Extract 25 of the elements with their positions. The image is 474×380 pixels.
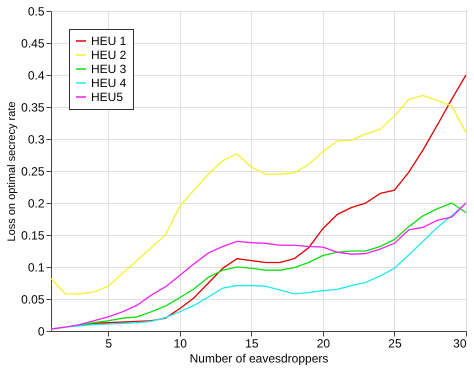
x-tick-label: 25 xyxy=(388,336,402,350)
y-tick-label: 0.5 xyxy=(28,4,45,18)
y-tick-label: 0.15 xyxy=(21,228,45,242)
y-axis-title: Loss on optimal secrecy rate xyxy=(6,101,18,242)
x-tick-label: 30 xyxy=(453,336,467,350)
line-series xyxy=(50,94,467,295)
legend-label: HEU5 xyxy=(91,90,124,104)
y-tick-label: 0.45 xyxy=(21,36,45,50)
legend-label: HEU 4 xyxy=(91,76,127,90)
x-tick-label: 10 xyxy=(174,336,188,350)
y-tick-label: 0.25 xyxy=(21,164,45,178)
x-tick-label: 15 xyxy=(245,336,259,350)
y-tick-label: 0.2 xyxy=(28,196,45,210)
y-tick-label: 0.35 xyxy=(21,100,45,114)
y-tick-label: 0.4 xyxy=(28,68,45,82)
y-tick-label: 0 xyxy=(38,324,45,338)
legend-label: HEU 1 xyxy=(91,34,127,48)
legend-label: HEU 3 xyxy=(91,62,127,76)
y-tick-label: 0.1 xyxy=(28,260,45,274)
x-tick-label: 5 xyxy=(105,336,112,350)
x-tick-label: 20 xyxy=(316,336,330,350)
y-tick-label: 0.05 xyxy=(21,292,45,306)
y-tick-label: 0.3 xyxy=(28,132,45,146)
x-axis-title: Number of eavesdroppers xyxy=(190,352,328,366)
legend-label: HEU 2 xyxy=(91,48,127,62)
